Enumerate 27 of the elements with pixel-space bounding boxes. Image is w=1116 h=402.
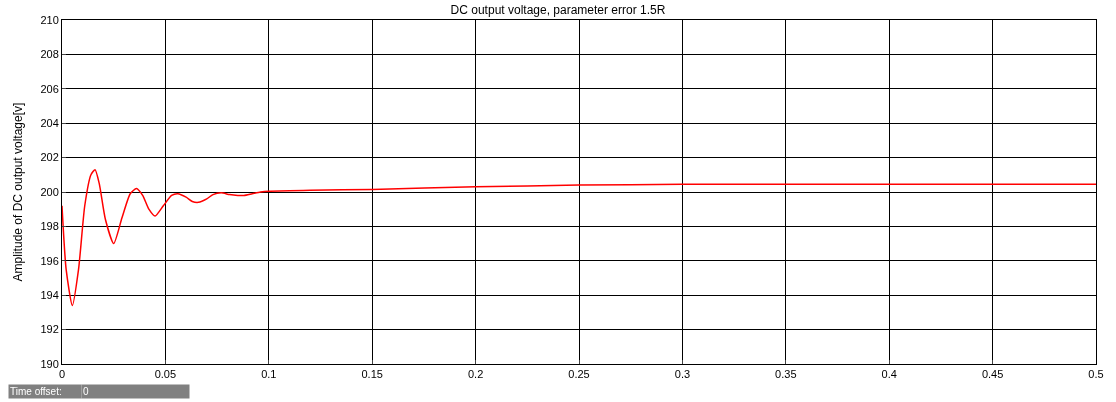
- x-tick-label: 0: [58, 368, 66, 381]
- text: Time offset:: [10, 386, 62, 397]
- y-tick-label: 208: [40, 48, 59, 61]
- x-tick-label: 0.2: [467, 368, 484, 381]
- y-tick-label: 196: [40, 254, 59, 267]
- y-tick-label: 190: [40, 357, 59, 370]
- y-axis-title: Amplitude of DC output voltage[v]: [10, 102, 25, 282]
- y-tick-label: 206: [40, 82, 59, 95]
- x-tick-label: 0.45: [981, 368, 1004, 381]
- y-tick-label: 202: [40, 151, 59, 164]
- y-tick-label: 192: [40, 323, 59, 336]
- x-tick-label: 0.25: [568, 368, 590, 381]
- x-tick-label: 0.35: [775, 368, 797, 381]
- y-tick-label: 200: [40, 185, 59, 198]
- x-tick-label: 0.5: [1088, 368, 1104, 381]
- y-tick-label: 210: [40, 13, 59, 26]
- y-tick-label: 204: [40, 117, 59, 130]
- text: 0: [83, 386, 89, 397]
- x-tick-label: 0.05: [154, 368, 177, 381]
- x-tick-label: 0.15: [361, 368, 383, 381]
- y-tick-label: 198: [40, 220, 59, 233]
- chart-title: DC output voltage, parameter error 1.5R: [450, 3, 666, 18]
- x-tick-label: 0.4: [881, 368, 897, 381]
- y-tick-label: 194: [40, 289, 59, 302]
- x-tick-label: 0.3: [674, 368, 691, 381]
- x-tick-label: 0.1: [261, 368, 277, 381]
- line-series: [62, 168, 1096, 307]
